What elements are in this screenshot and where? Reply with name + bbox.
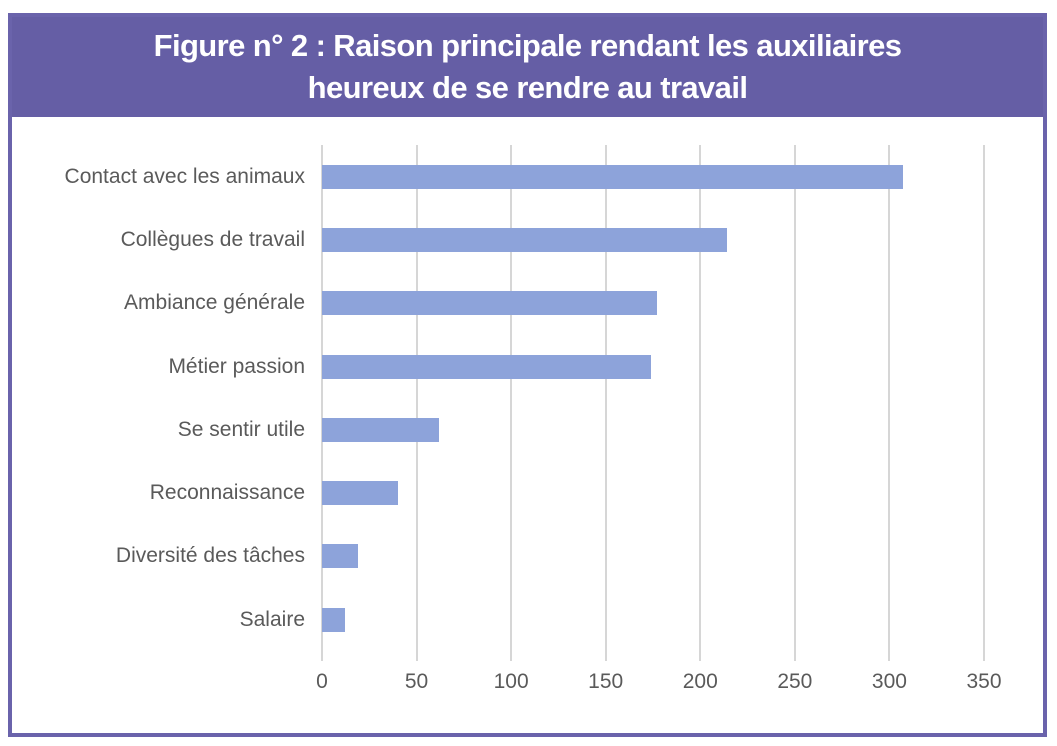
- category-label: Ambiance générale: [124, 291, 305, 315]
- x-tick-label: 150: [588, 670, 624, 693]
- x-tick-label: 200: [682, 670, 718, 693]
- bar: [322, 481, 398, 506]
- category-label: Contact avec les animaux: [64, 164, 305, 188]
- x-tick-label: 50: [404, 670, 429, 693]
- x-tick-label: 100: [493, 670, 529, 693]
- bar: [322, 417, 440, 442]
- category-label: Se sentir utile: [177, 417, 305, 441]
- bar: [322, 164, 903, 189]
- gridline: [604, 145, 607, 661]
- category-label: Diversité des tâches: [115, 544, 305, 568]
- category-label: Métier passion: [168, 354, 305, 378]
- figure-title-line-2: heureux de se rendre au travail: [307, 70, 748, 105]
- figure-title-bar: Figure n° 2 : Raison principale rendant …: [12, 17, 1043, 117]
- bar-chart-plot-area: 0 50 100 150 200 250 300 350 Contact avec les an…: [12, 117, 1043, 733]
- gridline: [888, 145, 891, 661]
- gridline: [699, 145, 702, 661]
- gridline: [793, 145, 796, 661]
- bar: [322, 607, 345, 632]
- gridline: [510, 145, 513, 661]
- figure-frame: Figure n° 2 : Raison principale rendant …: [8, 13, 1047, 737]
- x-tick-label: 350: [966, 670, 1002, 693]
- x-tick-label: 0: [316, 670, 328, 693]
- bar: [322, 544, 358, 569]
- bar: [322, 291, 657, 316]
- category-label: Salaire: [239, 607, 305, 631]
- figure-title-line-1: Figure n° 2 : Raison principale rendant …: [153, 28, 902, 63]
- bar: [322, 354, 652, 379]
- x-tick-label: 250: [777, 670, 813, 693]
- gridline: [415, 145, 418, 661]
- category-label: Collègues de travail: [120, 227, 305, 251]
- gridline: [321, 145, 323, 661]
- category-label: Reconnaissance: [149, 481, 305, 505]
- gridline: [983, 145, 985, 661]
- bar: [322, 227, 727, 252]
- x-tick-label: 300: [871, 670, 907, 693]
